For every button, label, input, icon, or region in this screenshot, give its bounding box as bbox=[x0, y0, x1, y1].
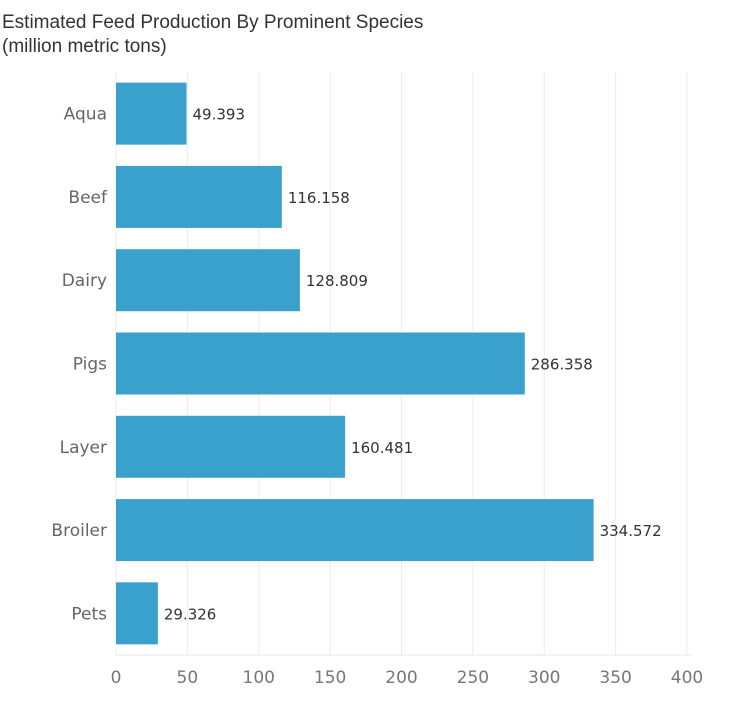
category-label: Beef bbox=[68, 188, 108, 208]
x-tick-label: 100 bbox=[243, 668, 275, 688]
value-label: 334.572 bbox=[600, 522, 662, 540]
category-label: Pets bbox=[71, 604, 107, 624]
bar-pets[interactable] bbox=[116, 582, 158, 645]
category-label: Dairy bbox=[62, 271, 107, 291]
category-labels: Aqua Beef Dairy Pigs Layer Broiler Pets bbox=[51, 105, 108, 625]
x-tick-label: 400 bbox=[671, 668, 703, 688]
bars bbox=[116, 82, 594, 645]
x-tick-label: 350 bbox=[599, 668, 631, 688]
x-tick-label: 150 bbox=[314, 668, 346, 688]
chart-title-block: Estimated Feed Production By Prominent S… bbox=[2, 11, 423, 59]
x-tick-label: 250 bbox=[457, 668, 489, 688]
x-tick-label: 200 bbox=[385, 668, 417, 688]
category-label: Broiler bbox=[51, 521, 107, 541]
value-labels: 49.393 116.158 128.809 286.358 160.481 334.57… bbox=[164, 106, 662, 624]
bar-pigs[interactable] bbox=[116, 332, 525, 395]
bar-aqua[interactable] bbox=[116, 82, 187, 145]
chart-subtitle: (million metric tons) bbox=[2, 36, 167, 57]
chart-title: Estimated Feed Production By Prominent S… bbox=[2, 12, 424, 33]
bar-broiler[interactable] bbox=[116, 499, 594, 562]
x-tick-label: 300 bbox=[528, 668, 560, 688]
value-label: 116.158 bbox=[288, 189, 350, 207]
bar-dairy[interactable] bbox=[116, 249, 300, 312]
value-label: 160.481 bbox=[351, 439, 413, 457]
bar-beef[interactable] bbox=[116, 165, 282, 228]
category-label: Layer bbox=[60, 438, 107, 458]
x-tick-label: 0 bbox=[111, 668, 122, 688]
bar-layer[interactable] bbox=[116, 415, 346, 478]
x-tick-label: 50 bbox=[177, 668, 199, 688]
value-label: 29.326 bbox=[164, 605, 217, 623]
category-label: Pigs bbox=[73, 355, 107, 375]
value-label: 49.393 bbox=[193, 106, 246, 124]
value-label: 128.809 bbox=[306, 272, 368, 290]
value-label: 286.358 bbox=[531, 356, 593, 374]
category-label: Aqua bbox=[64, 105, 107, 125]
x-axis-ticks: 0 50 100 150 200 250 300 350 400 bbox=[111, 668, 704, 688]
